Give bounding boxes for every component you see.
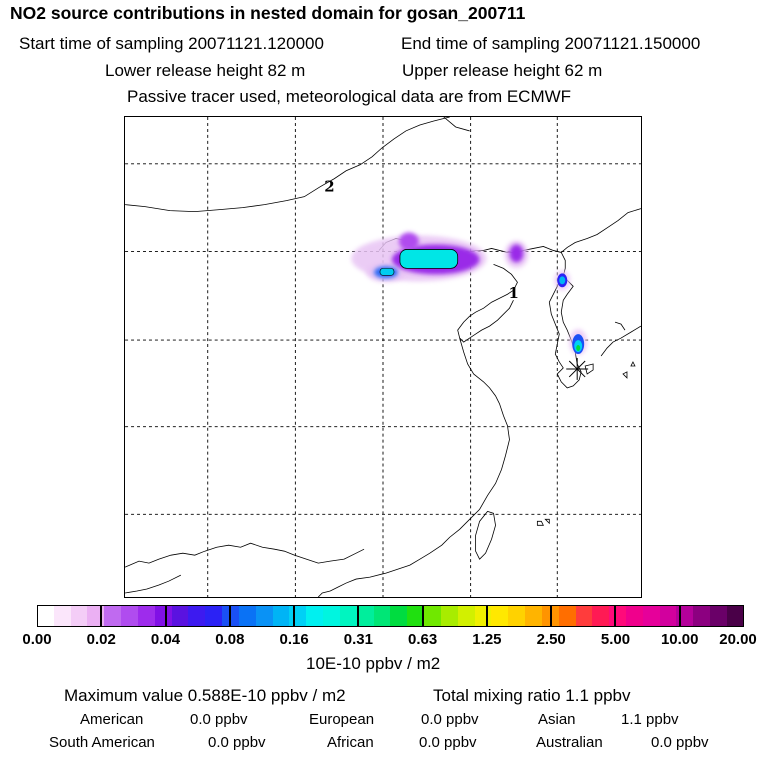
colorbar-tick-label: 2.50 — [536, 631, 566, 648]
region-value-asian: 1.1 ppbv — [621, 711, 679, 728]
colorbar-cell — [70, 606, 88, 626]
colorbar-cell — [625, 606, 643, 626]
colorbar-cell — [659, 606, 677, 626]
colorbar-cell — [693, 606, 711, 626]
no2-plume-korea-north[interactable] — [554, 270, 571, 291]
colorbar-tick-label: 0.02 — [86, 631, 116, 648]
colorbar-tick-label: 0.00 — [22, 631, 52, 648]
colorbar-cell — [289, 606, 307, 626]
region-value-african: 0.0 ppbv — [419, 734, 477, 751]
colorbar-cell — [457, 606, 475, 626]
region-value-australian: 0.0 ppbv — [651, 734, 709, 751]
colorbar-cell — [710, 606, 727, 626]
total-mixing-ratio: Total mixing ratio 1.1 ppbv — [433, 686, 631, 705]
site-marker-1: 1 — [508, 284, 518, 302]
colorbar-cell — [424, 606, 441, 626]
no2-plume-korea-south[interactable] — [569, 329, 588, 356]
colorbar-cell — [558, 606, 576, 626]
colorbar-cell — [541, 606, 559, 626]
colorbar-cell — [255, 606, 273, 626]
upper-release-height: Upper release height 62 m — [402, 61, 603, 80]
colorbar-cell — [306, 606, 324, 626]
colorbar-cell — [87, 606, 105, 626]
colorbar-cell — [53, 606, 71, 626]
colorbar-cell — [407, 606, 425, 626]
colorbar-cell — [104, 606, 122, 626]
colorbar-tick-label: 0.31 — [343, 631, 373, 648]
no2-plume-northeast[interactable] — [504, 240, 529, 269]
end-time: End time of sampling 20071121.150000 — [401, 34, 701, 53]
colorbar-cell — [205, 606, 223, 626]
colorbar-cell — [171, 606, 189, 626]
colorbar-cell — [37, 606, 54, 626]
colorbar-cell — [440, 606, 458, 626]
region-name-australian: Australian — [536, 734, 603, 751]
region-name-american: American — [80, 711, 144, 728]
site-marker-2: 2 — [324, 178, 334, 196]
map-title: NO2 source contributions in nested domai… — [10, 3, 526, 23]
colorbar-units: 10E-10 ppbv / m2 — [306, 654, 441, 673]
colorbar-cell — [188, 606, 206, 626]
colorbar-tick-label: 0.08 — [215, 631, 245, 648]
max-value: Maximum value 0.588E-10 ppbv / m2 — [64, 686, 346, 705]
colorbar-cell — [154, 606, 172, 626]
colorbar-tick-label: 0.04 — [150, 631, 181, 648]
region-name-european: European — [309, 711, 375, 728]
colorbar-cell — [508, 606, 526, 626]
colorbar-cell — [373, 606, 391, 626]
map-panel[interactable]: 2 1 — [124, 116, 642, 598]
gosan-receptor-star-icon[interactable] — [566, 357, 589, 380]
map-canvas: 2 1 — [125, 117, 641, 597]
tracer-note: Passive tracer used, meteorological data… — [127, 87, 572, 106]
colorbar-cell — [121, 606, 138, 626]
region-value-south-american: 0.0 ppbv — [208, 734, 266, 751]
colorbar-cell — [339, 606, 357, 626]
colorbar-cell — [356, 606, 374, 626]
lower-release-height: Lower release height 82 m — [105, 61, 306, 80]
region-value-european: 0.0 ppbv — [421, 711, 479, 728]
no2-plume-north-china[interactable] — [351, 232, 487, 283]
colorbar-cell — [137, 606, 155, 626]
colorbar-cell — [609, 606, 626, 626]
colorbar-cell — [390, 606, 408, 626]
colorbar-tick-label: 1.25 — [472, 631, 502, 648]
colorbar-cell — [726, 606, 744, 626]
colorbar-cell — [592, 606, 610, 626]
region-name-south-american: South American — [49, 734, 155, 751]
lat-lon-grid — [125, 117, 641, 597]
colorbar-cell — [272, 606, 290, 626]
colorbar-tick-label: 0.63 — [408, 631, 438, 648]
colorbar-cell — [222, 606, 239, 626]
colorbar-cell — [491, 606, 509, 626]
colorbar-cell — [676, 606, 694, 626]
colorbar-cell — [238, 606, 256, 626]
colorbar-tick-label: 5.00 — [600, 631, 631, 648]
start-time: Start time of sampling 20071121.120000 — [19, 34, 324, 53]
region-name-african: African — [327, 734, 374, 751]
colorbar-cell — [323, 606, 340, 626]
region-value-american: 0.0 ppbv — [190, 711, 248, 728]
colorbar-tick-label: 10.00 — [660, 631, 699, 648]
region-name-asian: Asian — [538, 711, 576, 728]
colorbar-cell — [642, 606, 660, 626]
colorbar-cell — [474, 606, 492, 626]
colorbar-cell — [525, 606, 542, 626]
colorbar-cell — [575, 606, 593, 626]
colorbar-tick-label: 20.00 — [719, 631, 757, 648]
color-scale-bar — [37, 605, 744, 627]
colorbar-tick-label: 0.16 — [279, 631, 309, 648]
